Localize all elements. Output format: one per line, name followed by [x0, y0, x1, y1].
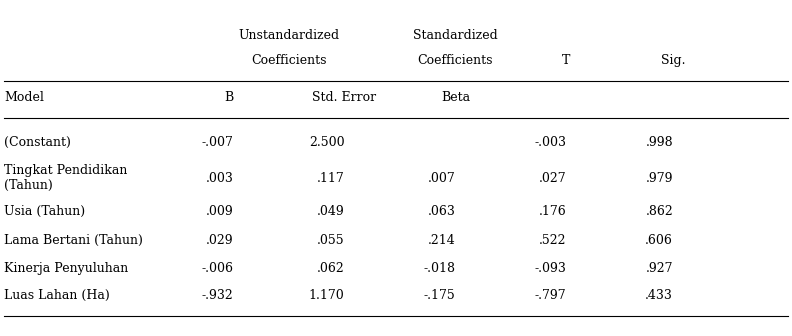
Text: Unstandardized: Unstandardized	[238, 29, 340, 42]
Text: Coefficients: Coefficients	[417, 54, 493, 67]
Text: .049: .049	[317, 205, 345, 218]
Text: .522: .522	[539, 234, 566, 247]
Text: T: T	[562, 54, 570, 67]
Text: B: B	[224, 91, 234, 104]
Text: 2.500: 2.500	[309, 136, 345, 149]
Text: .927: .927	[645, 262, 673, 275]
Text: .063: .063	[428, 205, 455, 218]
Text: .176: .176	[539, 205, 566, 218]
Text: -.932: -.932	[202, 289, 234, 302]
Text: .062: .062	[317, 262, 345, 275]
Text: .027: .027	[539, 172, 566, 184]
Text: Sig.: Sig.	[661, 54, 685, 67]
Text: (Constant): (Constant)	[4, 136, 70, 149]
Text: .998: .998	[645, 136, 673, 149]
Text: Luas Lahan (Ha): Luas Lahan (Ha)	[4, 289, 110, 302]
Text: .117: .117	[317, 172, 345, 184]
Text: -.093: -.093	[535, 262, 566, 275]
Text: .009: .009	[206, 205, 234, 218]
Text: .003: .003	[206, 172, 234, 184]
Text: .055: .055	[317, 234, 345, 247]
Text: .029: .029	[206, 234, 234, 247]
Text: Tingkat Pendidikan
(Tahun): Tingkat Pendidikan (Tahun)	[4, 164, 128, 192]
Text: -.175: -.175	[424, 289, 455, 302]
Text: Std. Error: Std. Error	[313, 91, 376, 104]
Text: .606: .606	[645, 234, 673, 247]
Text: Usia (Tahun): Usia (Tahun)	[4, 205, 85, 218]
Text: -.018: -.018	[424, 262, 455, 275]
Text: -.006: -.006	[202, 262, 234, 275]
Text: .979: .979	[645, 172, 673, 184]
Text: -.797: -.797	[535, 289, 566, 302]
Text: Standardized: Standardized	[413, 29, 498, 42]
Text: Kinerja Penyuluhan: Kinerja Penyuluhan	[4, 262, 128, 275]
Text: Coefficients: Coefficients	[251, 54, 327, 67]
Text: .007: .007	[428, 172, 455, 184]
Text: Beta: Beta	[441, 91, 470, 104]
Text: 1.170: 1.170	[309, 289, 345, 302]
Text: .214: .214	[428, 234, 455, 247]
Text: .433: .433	[645, 289, 673, 302]
Text: .862: .862	[645, 205, 673, 218]
Text: -.003: -.003	[535, 136, 566, 149]
Text: -.007: -.007	[202, 136, 234, 149]
Text: Model: Model	[4, 91, 44, 104]
Text: Lama Bertani (Tahun): Lama Bertani (Tahun)	[4, 234, 143, 247]
